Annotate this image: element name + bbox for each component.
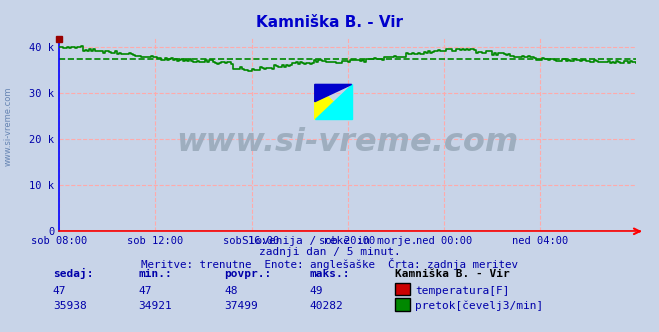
Text: 48: 48 — [224, 286, 237, 296]
Text: 47: 47 — [53, 286, 66, 296]
Text: Meritve: trenutne  Enote: anglešaške  Črta: zadnja meritev: Meritve: trenutne Enote: anglešaške Črta… — [141, 258, 518, 270]
Text: zadnji dan / 5 minut.: zadnji dan / 5 minut. — [258, 247, 401, 257]
Polygon shape — [315, 84, 352, 102]
Text: sedaj:: sedaj: — [53, 268, 93, 279]
Text: Slovenija / reke in morje.: Slovenija / reke in morje. — [242, 236, 417, 246]
Text: temperatura[F]: temperatura[F] — [415, 286, 509, 296]
Text: pretok[čevelj3/min]: pretok[čevelj3/min] — [415, 301, 544, 311]
Text: www.si-vreme.com: www.si-vreme.com — [4, 86, 13, 166]
Polygon shape — [315, 84, 352, 119]
Polygon shape — [315, 84, 352, 119]
Text: 34921: 34921 — [138, 301, 172, 311]
Text: maks.:: maks.: — [310, 269, 350, 279]
Text: 35938: 35938 — [53, 301, 86, 311]
Text: 47: 47 — [138, 286, 152, 296]
Text: Kamniška B. - Vir: Kamniška B. - Vir — [256, 15, 403, 30]
Text: www.si-vreme.com: www.si-vreme.com — [177, 127, 519, 158]
Text: 40282: 40282 — [310, 301, 343, 311]
Text: 37499: 37499 — [224, 301, 258, 311]
Text: Kamniška B. - Vir: Kamniška B. - Vir — [395, 269, 510, 279]
Text: povpr.:: povpr.: — [224, 269, 272, 279]
Text: min.:: min.: — [138, 269, 172, 279]
Text: 49: 49 — [310, 286, 323, 296]
